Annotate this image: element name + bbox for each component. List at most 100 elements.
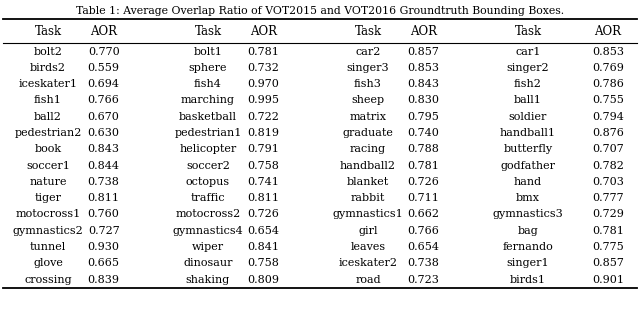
Text: fish2: fish2 (514, 79, 542, 89)
Text: graduate: graduate (342, 128, 394, 138)
Text: bag: bag (518, 226, 538, 236)
Text: bolt1: bolt1 (193, 47, 223, 57)
Text: 0.843: 0.843 (88, 144, 120, 154)
Text: soldier: soldier (509, 112, 547, 122)
Text: 0.630: 0.630 (88, 128, 120, 138)
Text: shaking: shaking (186, 275, 230, 285)
Text: car2: car2 (355, 47, 381, 57)
Text: racing: racing (350, 144, 386, 154)
Text: tiger: tiger (35, 193, 61, 203)
Text: Task: Task (35, 25, 61, 38)
Text: gymnastics1: gymnastics1 (333, 209, 403, 219)
Text: singer1: singer1 (507, 258, 549, 268)
Text: 0.930: 0.930 (88, 242, 120, 252)
Text: 0.781: 0.781 (592, 226, 624, 236)
Text: bmx: bmx (516, 193, 540, 203)
Text: matrix: matrix (349, 112, 387, 122)
Text: 0.841: 0.841 (248, 242, 280, 252)
Text: 0.703: 0.703 (592, 177, 624, 187)
Text: Task: Task (515, 25, 541, 38)
Text: girl: girl (358, 226, 378, 236)
Text: 0.760: 0.760 (88, 209, 120, 219)
Text: ball2: ball2 (34, 112, 62, 122)
Text: fish1: fish1 (34, 95, 62, 105)
Text: 0.738: 0.738 (408, 258, 440, 268)
Text: rabbit: rabbit (351, 193, 385, 203)
Text: 0.795: 0.795 (408, 112, 440, 122)
Text: pedestrian2: pedestrian2 (14, 128, 82, 138)
Text: motocross1: motocross1 (15, 209, 81, 219)
Text: 0.857: 0.857 (408, 47, 440, 57)
Text: 0.707: 0.707 (592, 144, 624, 154)
Text: 0.726: 0.726 (248, 209, 280, 219)
Text: sphere: sphere (189, 63, 227, 73)
Text: 0.665: 0.665 (88, 258, 120, 268)
Text: Task: Task (355, 25, 381, 38)
Text: butterfly: butterfly (504, 144, 552, 154)
Text: book: book (35, 144, 61, 154)
Text: 0.781: 0.781 (248, 47, 280, 57)
Text: 0.788: 0.788 (408, 144, 440, 154)
Text: fish4: fish4 (194, 79, 222, 89)
Text: 0.740: 0.740 (408, 128, 440, 138)
Text: helicopter: helicopter (179, 144, 237, 154)
Text: 0.758: 0.758 (248, 161, 280, 171)
Text: 0.741: 0.741 (248, 177, 280, 187)
Text: car1: car1 (515, 47, 541, 57)
Text: octopus: octopus (186, 177, 230, 187)
Text: 0.723: 0.723 (408, 275, 440, 285)
Text: nature: nature (29, 177, 67, 187)
Text: 0.662: 0.662 (408, 209, 440, 219)
Text: 0.777: 0.777 (592, 193, 624, 203)
Text: 0.775: 0.775 (592, 242, 624, 252)
Text: hand: hand (514, 177, 542, 187)
Text: road: road (355, 275, 381, 285)
Text: 0.766: 0.766 (408, 226, 440, 236)
Text: basketball: basketball (179, 112, 237, 122)
Text: gymnastics2: gymnastics2 (13, 226, 83, 236)
Text: 0.819: 0.819 (248, 128, 280, 138)
Text: 0.786: 0.786 (592, 79, 624, 89)
Text: 0.711: 0.711 (408, 193, 440, 203)
Text: bolt2: bolt2 (33, 47, 63, 57)
Text: birds2: birds2 (30, 63, 66, 73)
Text: 0.732: 0.732 (248, 63, 280, 73)
Text: 0.654: 0.654 (248, 226, 280, 236)
Text: 0.791: 0.791 (248, 144, 280, 154)
Text: soccer1: soccer1 (26, 161, 70, 171)
Text: AOR: AOR (410, 25, 437, 38)
Text: gymnastics3: gymnastics3 (493, 209, 563, 219)
Text: 0.722: 0.722 (248, 112, 280, 122)
Text: blanket: blanket (347, 177, 389, 187)
Text: sheep: sheep (351, 95, 385, 105)
Text: 0.809: 0.809 (248, 275, 280, 285)
Text: 0.727: 0.727 (88, 226, 120, 236)
Text: handball1: handball1 (500, 128, 556, 138)
Text: marching: marching (181, 95, 235, 105)
Text: 0.830: 0.830 (408, 95, 440, 105)
Text: 0.755: 0.755 (592, 95, 624, 105)
Text: 0.995: 0.995 (248, 95, 280, 105)
Text: 0.559: 0.559 (88, 63, 120, 73)
Text: 0.766: 0.766 (88, 95, 120, 105)
Text: fish3: fish3 (354, 79, 382, 89)
Text: AOR: AOR (90, 25, 117, 38)
Text: 0.901: 0.901 (592, 275, 624, 285)
Text: 0.729: 0.729 (592, 209, 624, 219)
Text: fernando: fernando (502, 242, 554, 252)
Text: 0.758: 0.758 (248, 258, 280, 268)
Text: gymnastics4: gymnastics4 (173, 226, 243, 236)
Text: birds1: birds1 (510, 275, 546, 285)
Text: 0.839: 0.839 (88, 275, 120, 285)
Text: motocross2: motocross2 (175, 209, 241, 219)
Text: 0.794: 0.794 (592, 112, 624, 122)
Text: 0.844: 0.844 (88, 161, 120, 171)
Text: singer3: singer3 (347, 63, 389, 73)
Text: 0.670: 0.670 (88, 112, 120, 122)
Text: iceskater1: iceskater1 (19, 79, 77, 89)
Text: singer2: singer2 (507, 63, 549, 73)
Text: 0.811: 0.811 (248, 193, 280, 203)
Text: 0.853: 0.853 (408, 63, 440, 73)
Text: 0.843: 0.843 (408, 79, 440, 89)
Text: 0.694: 0.694 (88, 79, 120, 89)
